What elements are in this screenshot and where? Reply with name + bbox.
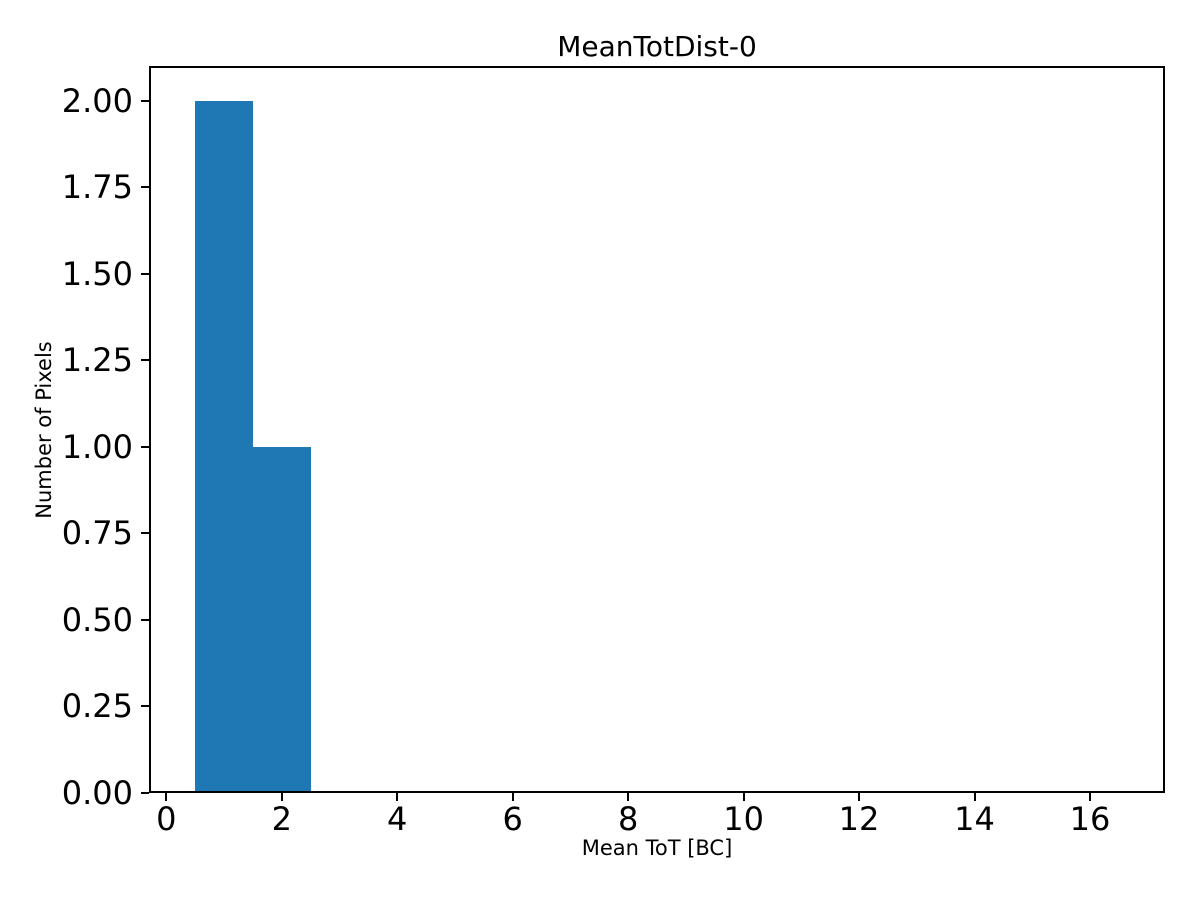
x-tick-label: 16: [1069, 800, 1111, 838]
x-tick-mark: [396, 793, 399, 801]
x-tick-mark: [511, 793, 514, 801]
histogram-bar: [252, 446, 311, 793]
y-tick-mark: [141, 792, 149, 794]
y-tick-mark: [141, 99, 149, 102]
y-tick-label: 0.75: [61, 514, 133, 553]
x-tick-mark: [1088, 793, 1091, 801]
x-tick-mark: [165, 793, 168, 801]
y-tick-mark: [141, 618, 149, 621]
chart-title: MeanTotDist-0: [557, 30, 757, 63]
y-tick-label: 1.00: [61, 427, 133, 466]
x-tick-mark: [742, 793, 745, 801]
y-tick-label: 2.00: [61, 81, 133, 120]
y-tick-label: 0.25: [61, 687, 133, 726]
y-tick-label: 1.75: [61, 168, 133, 207]
x-tick-label: 4: [387, 800, 408, 838]
y-tick-label: 0.00: [61, 774, 133, 812]
x-tick-mark: [280, 793, 283, 801]
y-tick-mark: [141, 532, 149, 535]
y-tick-label: 1.50: [61, 254, 133, 293]
x-tick-mark: [858, 793, 861, 801]
x-tick-label: 12: [838, 800, 880, 838]
x-tick-label: 14: [954, 800, 995, 838]
x-tick-label: 2: [271, 800, 292, 838]
x-tick-mark: [973, 793, 976, 801]
x-tick-mark: [627, 793, 630, 801]
x-tick-label: 6: [502, 800, 523, 838]
y-tick-label: 1.25: [61, 341, 133, 380]
x-axis-label: Mean ToT [BC]: [581, 836, 733, 860]
x-tick-label: 10: [723, 800, 764, 838]
y-tick-label: 0.50: [61, 600, 133, 639]
y-tick-mark: [141, 705, 149, 708]
y-tick-mark: [141, 186, 149, 189]
x-tick-label: 0: [156, 800, 177, 838]
x-tick-label: 8: [617, 800, 639, 838]
y-tick-mark: [141, 445, 149, 448]
y-tick-mark: [141, 359, 149, 362]
histogram-bar: [195, 100, 253, 793]
y-tick-mark: [141, 272, 149, 275]
